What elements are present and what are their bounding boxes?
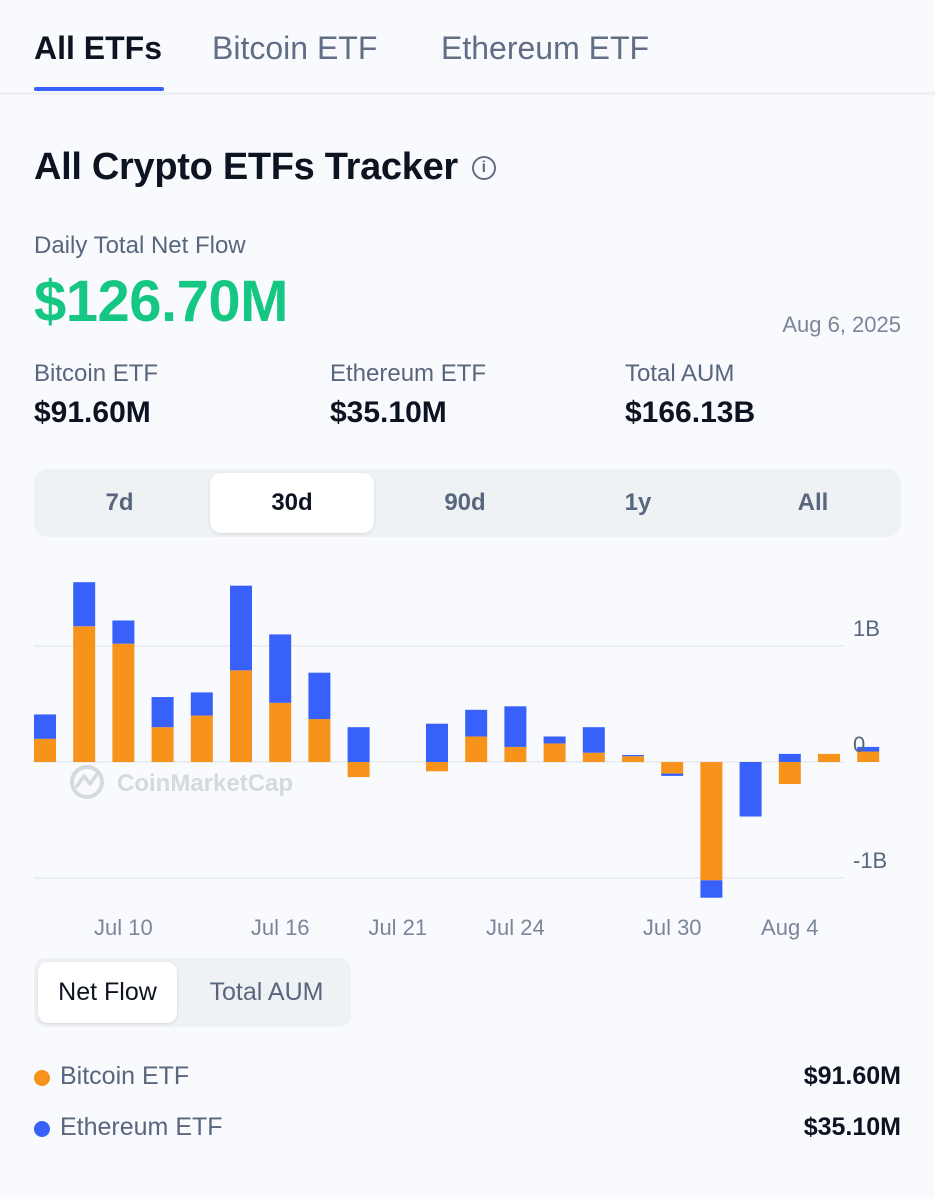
info-icon[interactable]: i (471, 155, 496, 180)
bar-ethereum[interactable] (661, 773, 684, 776)
x-tick-label: Jul 10 (94, 915, 153, 940)
stat-value-total-aum: $166.13B (625, 396, 756, 429)
legend-row-ethereum: Ethereum ETF $35.10M (34, 1109, 901, 1149)
etf-tab-bar: All ETFs Bitcoin ETF Ethereum ETF (0, 0, 935, 95)
bar-ethereum[interactable] (347, 727, 370, 762)
bar-ethereum[interactable] (269, 634, 292, 703)
bar-bitcoin[interactable] (426, 762, 448, 772)
bar-bitcoin[interactable] (582, 752, 605, 762)
x-tick-label: Jul 16 (251, 915, 310, 940)
date-label: Aug 6, 2025 (782, 312, 901, 337)
x-tick-label: Jul 30 (643, 915, 702, 940)
bar-bitcoin[interactable] (112, 643, 135, 762)
x-tick-label: Aug 4 (761, 915, 819, 940)
bar-ethereum[interactable] (504, 706, 527, 747)
bar-bitcoin[interactable] (190, 715, 213, 762)
net-flow-value: $126.70M (34, 269, 288, 334)
tab-all-etfs[interactable]: All ETFs (34, 30, 163, 66)
bar-ethereum[interactable] (739, 762, 762, 817)
legend-name-bitcoin: Bitcoin ETF (60, 1062, 190, 1090)
legend-value-ethereum: $35.10M (803, 1113, 901, 1141)
range-all-button[interactable]: All (797, 489, 829, 516)
bar-ethereum[interactable] (151, 697, 174, 728)
bar-ethereum[interactable] (857, 746, 880, 752)
x-tick-label: Jul 24 (486, 915, 545, 940)
watermark-text: CoinMarketCap (117, 770, 293, 797)
bar-ethereum[interactable] (778, 753, 801, 762)
chart-view-toggle: Net Flow Total AUM (34, 958, 351, 1027)
title-row: All Crypto ETFs Tracker i (34, 146, 496, 189)
bar-ethereum[interactable] (308, 672, 331, 720)
y-tick-label: 0 (853, 732, 865, 757)
bar-bitcoin[interactable] (543, 743, 566, 762)
total-aum-toggle-button[interactable]: Total AUM (209, 978, 324, 1006)
y-tick-label: 1B (853, 616, 880, 641)
x-tick-label: Jul 21 (368, 915, 427, 940)
bar-bitcoin[interactable] (308, 719, 331, 762)
bar-ethereum[interactable] (112, 620, 135, 644)
tab-ethereum-etf[interactable]: Ethereum ETF (441, 30, 650, 66)
stat-label-bitcoin: Bitcoin ETF (34, 360, 159, 387)
tab-bitcoin-etf[interactable]: Bitcoin ETF (212, 30, 378, 66)
bitcoin-dot-icon (34, 1070, 50, 1086)
bar-ethereum[interactable] (700, 880, 723, 898)
net-flow-chart: CoinMarketCap 1B 0 -1B Jul 10 Jul 16 Jul 21 J… (34, 582, 887, 940)
bar-bitcoin[interactable] (857, 751, 880, 762)
bar-bitcoin[interactable] (230, 670, 252, 762)
bar-bitcoin[interactable] (818, 753, 840, 762)
stat-label-ethereum: Ethereum ETF (330, 360, 487, 387)
legend-name-ethereum: Ethereum ETF (60, 1113, 223, 1141)
bar-ethereum[interactable] (230, 585, 252, 671)
page-title: All Crypto ETFs Tracker (34, 146, 458, 188)
watermark: CoinMarketCap (70, 765, 293, 799)
bar-ethereum[interactable] (73, 582, 96, 627)
bar-bitcoin[interactable] (34, 738, 56, 762)
stat-value-bitcoin: $91.60M (34, 396, 151, 429)
bar-bitcoin[interactable] (269, 702, 292, 762)
stat-label-total-aum: Total AUM (625, 360, 735, 387)
range-90d-button[interactable]: 90d (444, 489, 486, 516)
bar-ethereum[interactable] (543, 736, 566, 744)
y-tick-label: -1B (853, 848, 887, 873)
bar-bitcoin[interactable] (465, 736, 488, 762)
bar-bitcoin[interactable] (661, 762, 684, 774)
bar-ethereum[interactable] (582, 727, 605, 753)
range-1y-button[interactable]: 1y (624, 489, 652, 516)
time-range-selector: 7d 30d 90d 1y All (34, 469, 901, 537)
stat-value-ethereum: $35.10M (330, 396, 447, 429)
net-flow-label: Daily Total Net Flow (34, 232, 246, 259)
bar-ethereum[interactable] (34, 714, 56, 739)
bar-bitcoin[interactable] (700, 762, 723, 881)
bar-ethereum[interactable] (426, 723, 448, 762)
range-30d-button[interactable]: 30d (210, 473, 374, 533)
bar-ethereum[interactable] (465, 709, 488, 737)
bar-bitcoin[interactable] (347, 762, 370, 778)
legend-row-bitcoin: Bitcoin ETF $91.60M (34, 1058, 901, 1098)
bar-bitcoin[interactable] (778, 762, 801, 785)
net-flow-toggle-button[interactable]: Net Flow (38, 962, 177, 1023)
ethereum-dot-icon (34, 1121, 50, 1137)
range-7d-button[interactable]: 7d (105, 489, 134, 516)
legend-value-bitcoin: $91.60M (803, 1062, 901, 1090)
bar-bitcoin[interactable] (73, 626, 96, 762)
active-tab-indicator (34, 87, 164, 91)
bar-bitcoin[interactable] (151, 727, 174, 762)
bar-ethereum[interactable] (190, 692, 213, 716)
bar-ethereum[interactable] (622, 755, 644, 757)
bar-bitcoin[interactable] (504, 746, 527, 762)
bar-bitcoin[interactable] (622, 756, 644, 762)
